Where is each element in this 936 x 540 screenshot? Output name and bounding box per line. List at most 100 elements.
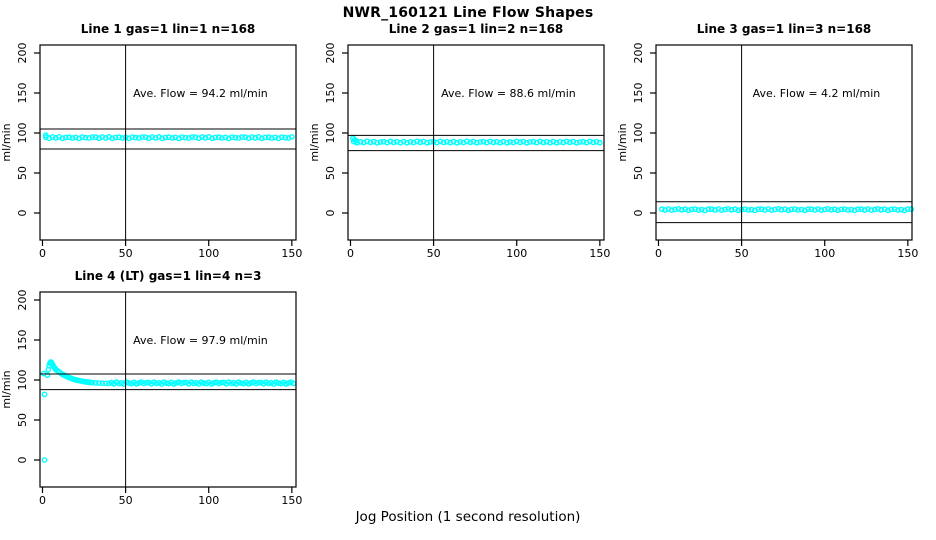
- data-point: [705, 206, 712, 213]
- data-point: [722, 206, 728, 213]
- data-point: [878, 206, 885, 213]
- data-point: [771, 206, 778, 213]
- y-tick-label: 150: [632, 83, 645, 104]
- data-point: [252, 135, 259, 141]
- x-tick-label: 100: [198, 494, 219, 507]
- data-point: [152, 135, 159, 141]
- x-tick-label: 150: [281, 494, 302, 507]
- data-point: [798, 206, 805, 213]
- data-point: [576, 139, 583, 145]
- data-point: [891, 206, 898, 213]
- panel-line2-chart: Line 2 gas=1 lin=2 n=168 0 50 100 150 0 50 100 1…: [308, 22, 610, 260]
- data-point: [69, 135, 76, 141]
- data-point: [566, 139, 573, 146]
- data-point: [735, 207, 742, 214]
- data-point: [523, 139, 530, 146]
- data-point: [815, 206, 822, 212]
- panel-title: Line 4 (LT) gas=1 lin=4 n=3: [75, 269, 262, 283]
- x-tick-label: 0: [347, 247, 354, 260]
- data-point: [268, 135, 275, 141]
- data-point: [79, 134, 86, 141]
- data-point: [761, 207, 768, 213]
- x-tick-label: 0: [655, 247, 662, 260]
- data-point: [874, 205, 881, 212]
- y-tick-label: 100: [16, 123, 29, 144]
- data-point: [248, 134, 255, 140]
- data-point: [202, 135, 209, 141]
- data-point: [142, 134, 149, 141]
- data-point: [357, 139, 364, 145]
- data-point: [149, 134, 156, 140]
- reference-lines-layer: [348, 45, 604, 240]
- x-tick-label: 150: [897, 247, 918, 260]
- y-tick-label: 0: [324, 210, 337, 217]
- data-point: [698, 206, 705, 213]
- data-point: [265, 134, 272, 141]
- data-point: [513, 138, 520, 145]
- data-point: [222, 134, 229, 141]
- data-point: [443, 138, 450, 145]
- data-point: [888, 206, 895, 213]
- data-point: [685, 207, 692, 214]
- data-point: [169, 135, 176, 141]
- panel-line4-chart: Line 4 (LT) gas=1 lin=4 n=3 0 50 100 150 0 50 1…: [0, 269, 302, 507]
- data-point: [52, 135, 59, 141]
- data-point: [258, 135, 265, 142]
- data-point: [66, 134, 73, 141]
- data-point: [493, 138, 500, 145]
- data-point: [480, 138, 487, 145]
- data-point: [828, 206, 835, 213]
- data-point: [728, 206, 735, 213]
- data-point: [440, 139, 447, 146]
- data-point: [132, 134, 139, 141]
- data-point: [119, 135, 126, 141]
- data-point: [380, 138, 387, 145]
- y-tick-label: 50: [16, 413, 29, 427]
- data-point: [377, 139, 384, 145]
- data-point: [708, 206, 715, 213]
- data-point: [688, 206, 695, 213]
- data-point: [92, 380, 99, 386]
- data-point: [172, 134, 179, 141]
- data-point: [692, 206, 699, 213]
- axis-ticks-layer: [34, 299, 293, 493]
- data-point: [417, 139, 424, 146]
- data-point: [262, 134, 269, 141]
- data-point: [288, 134, 295, 140]
- data-point: [517, 139, 524, 146]
- data-point: [255, 379, 262, 386]
- data-point: [242, 134, 249, 141]
- y-tick-label: 0: [16, 457, 29, 464]
- data-point: [818, 207, 825, 214]
- reference-lines-layer: [40, 45, 296, 240]
- panel-line1-chart: Line 1 gas=1 lin=1 n=168 0 50 100 150 0 50 100 1…: [0, 22, 302, 260]
- data-point: [215, 134, 222, 141]
- data-point: [112, 134, 119, 141]
- data-point: [41, 391, 48, 398]
- data-point: [563, 138, 570, 145]
- data-point: [278, 134, 285, 141]
- data-point: [718, 207, 725, 214]
- data-point: [835, 207, 841, 214]
- y-axis-title: ml/min: [308, 123, 321, 161]
- y-tick-label: 100: [324, 123, 337, 144]
- y-tick-label: 200: [632, 43, 645, 64]
- data-point: [908, 206, 915, 213]
- data-point: [96, 380, 102, 386]
- data-point: [180, 379, 187, 386]
- y-tick-label: 50: [632, 166, 645, 180]
- data-point: [367, 139, 374, 146]
- x-tick-label: 100: [506, 247, 527, 260]
- data-point: [543, 138, 550, 145]
- x-tick-label: 0: [39, 247, 46, 260]
- data-point: [229, 134, 235, 141]
- panel-title: Line 2 gas=1 lin=2 n=168: [389, 22, 564, 36]
- data-point: [99, 134, 106, 140]
- data-point: [662, 207, 668, 213]
- data-point: [871, 206, 878, 213]
- data-point: [795, 207, 802, 213]
- data-point: [162, 134, 169, 141]
- data-point: [387, 138, 394, 145]
- data-point: [894, 207, 901, 213]
- data-point: [658, 206, 665, 213]
